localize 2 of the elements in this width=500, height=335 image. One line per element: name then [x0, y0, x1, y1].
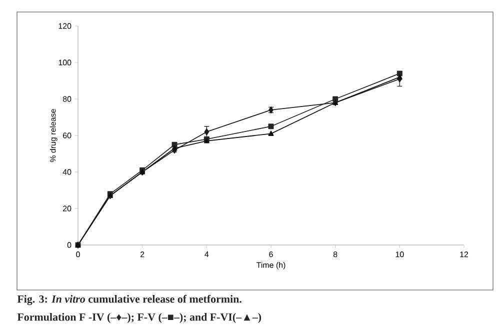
text: Formulation F -IV (–♦–); F-V (–■–); and F-VI(–▲–) [17, 313, 262, 323]
caption: Fig. 3: In vitro cumulative release of metformin. [17, 294, 242, 306]
